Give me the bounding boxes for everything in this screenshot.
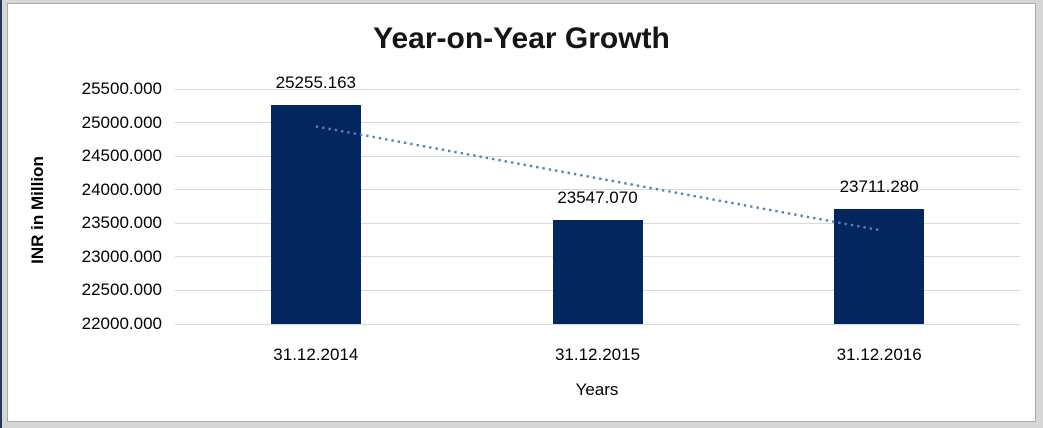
chart-title: Year-on-Year Growth [373,22,670,55]
y-axis-tick-label: 23500.000 [81,213,162,233]
y-axis-title: INR in Million [28,156,47,264]
y-axis-tick-label: 22000.000 [81,314,162,333]
bar-value-label: 23711.280 [839,177,919,197]
y-axis-tick-label: 24500.000 [81,146,162,166]
gridline [175,88,1020,90]
bar-31.12.2015[interactable] [552,220,643,324]
gridline [175,323,1020,325]
bar-31.12.2014[interactable] [270,105,361,324]
bar-31.12.2016[interactable] [834,209,925,324]
bar-value-label: 25255.163 [275,73,357,93]
bar-value-label: 23547.070 [557,188,638,208]
y-axis-tick-label: 23000.000 [81,246,162,266]
x-axis-tick-label: 31.12.2015 [554,345,641,364]
y-axis-tick-label: 22500.000 [81,280,162,300]
gridline [175,122,1020,124]
x-axis-tick-label: 31.12.2014 [273,345,359,364]
screenshot-left-border [0,0,2,428]
y-axis-tick-label: 25000.000 [81,112,162,132]
x-axis-title: Years [575,380,619,399]
x-axis-tick-label: 31.12.2016 [836,345,922,364]
y-axis-tick-label: 24000.000 [81,179,162,199]
y-axis-tick-label: 25500.000 [81,79,162,98]
